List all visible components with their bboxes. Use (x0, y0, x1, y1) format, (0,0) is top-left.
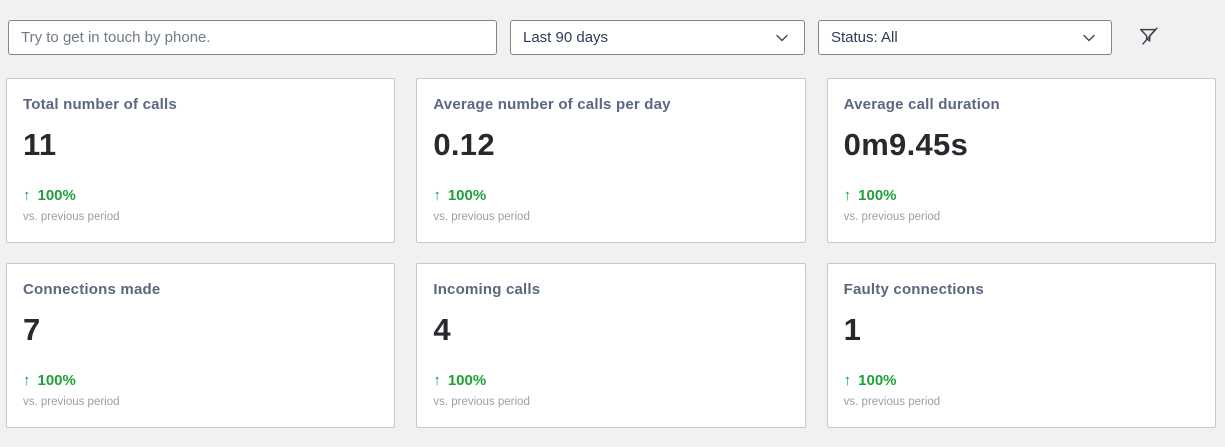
filter-bar: Last 90 days Status: All (0, 0, 1225, 55)
card-delta: ↑ 100% (433, 372, 788, 389)
chevron-down-icon (1081, 30, 1097, 46)
card-note: vs. previous period (433, 396, 530, 408)
chevron-down-icon (774, 30, 790, 46)
card-title: Total number of calls (23, 96, 177, 113)
card-title: Faulty connections (843, 281, 984, 298)
card-incoming-calls: Incoming calls 4 ↑ 100% vs. previous per… (416, 263, 806, 428)
card-value: 0m9.45s (843, 127, 969, 162)
clear-filters-button[interactable] (1134, 23, 1164, 53)
card-delta: ↑ 100% (23, 187, 378, 204)
card-delta-value: 100% (447, 187, 487, 204)
card-title: Average call duration (843, 96, 1000, 113)
card-value: 4 (433, 312, 451, 347)
arrow-up-icon: ↑ (433, 372, 441, 389)
card-note: vs. previous period (843, 396, 941, 408)
card-delta-value: 100% (37, 372, 76, 389)
arrow-up-icon: ↑ (433, 187, 441, 204)
card-delta: ↑ 100% (23, 372, 378, 389)
card-delta-value: 100% (858, 372, 897, 389)
card-title: Incoming calls (433, 281, 541, 298)
filter-off-icon (1138, 25, 1160, 50)
card-avg-calls-per-day: Average number of calls per day 0.12 ↑ 1… (416, 78, 806, 243)
date-range-dropdown[interactable]: Last 90 days (510, 20, 805, 55)
card-title: Average number of calls per day (433, 96, 671, 113)
date-range-dropdown-value: Last 90 days (523, 29, 609, 46)
card-value: 11 (23, 127, 57, 162)
card-delta-value: 100% (858, 187, 897, 204)
card-value: 7 (23, 312, 41, 347)
card-note: vs. previous period (433, 211, 530, 223)
status-dropdown-value: Status: All (831, 29, 898, 46)
arrow-up-icon: ↑ (23, 372, 31, 389)
card-delta: ↑ 100% (844, 372, 1199, 389)
card-delta: ↑ 100% (433, 187, 788, 204)
card-connections-made: Connections made 7 ↑ 100% vs. previous p… (6, 263, 396, 428)
card-delta-value: 100% (447, 372, 487, 389)
card-delta: ↑ 100% (844, 187, 1199, 204)
arrow-up-icon: ↑ (843, 187, 852, 204)
card-total-calls: Total number of calls 11 ↑ 100% vs. prev… (6, 78, 396, 243)
card-avg-call-duration: Average call duration 0m9.45s ↑ 100% vs.… (826, 78, 1216, 243)
stats-cards-grid: Total number of calls 11 ↑ 100% vs. prev… (6, 78, 1216, 428)
card-value: 0.12 (433, 127, 495, 162)
arrow-up-icon: ↑ (23, 187, 31, 204)
card-note: vs. previous period (843, 211, 941, 223)
card-note: vs. previous period (23, 396, 120, 408)
card-delta-value: 100% (37, 187, 76, 204)
card-value: 1 (843, 312, 862, 347)
card-note: vs. previous period (23, 211, 120, 223)
search-input[interactable] (8, 20, 497, 55)
status-dropdown[interactable]: Status: All (818, 20, 1112, 55)
card-title: Connections made (23, 281, 161, 298)
arrow-up-icon: ↑ (843, 372, 852, 389)
card-faulty-connections: Faulty connections 1 ↑ 100% vs. previous… (826, 263, 1216, 428)
